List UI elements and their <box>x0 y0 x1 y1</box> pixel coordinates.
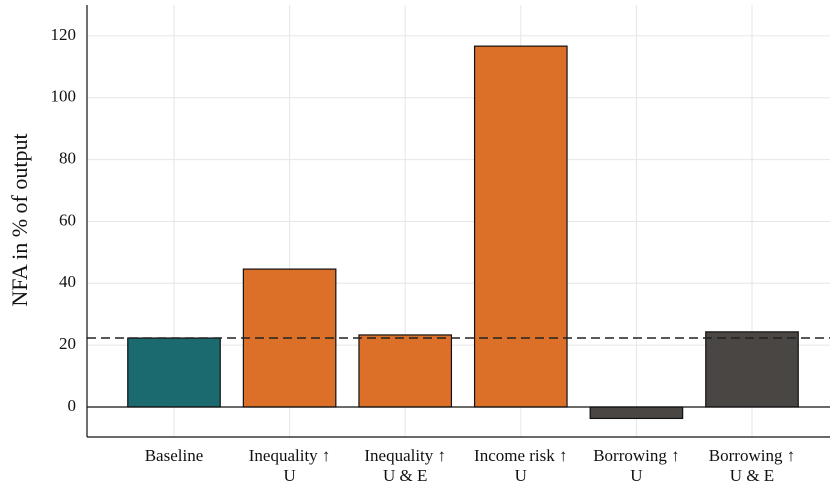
x-tick-label-line: U <box>515 466 527 485</box>
x-tick-label-line: Inequality ↑ <box>364 446 446 465</box>
x-tick-label: Inequality ↑ U <box>249 446 331 485</box>
x-tick-label-line: U <box>283 466 295 485</box>
bar <box>705 331 799 408</box>
y-tick-label: 100 <box>51 87 77 106</box>
x-tick-label-line: Borrowing ↑ <box>709 446 795 465</box>
x-tick-label: Income risk ↑ U <box>474 446 567 485</box>
x-tick-label-line: Borrowing ↑ <box>593 446 679 465</box>
bar <box>589 406 684 420</box>
x-tick-label-line: Inequality ↑ <box>249 446 331 465</box>
x-tick-label-line: Income risk ↑ <box>474 446 567 465</box>
x-tick-label: Inequality ↑ U & E <box>364 446 446 485</box>
y-tick-label: 0 <box>68 396 77 415</box>
bar <box>127 337 221 408</box>
y-tick-label: 60 <box>59 210 76 229</box>
y-tick-label: 20 <box>59 334 76 353</box>
bar <box>358 334 453 408</box>
x-tick-label: Borrowing ↑ U <box>593 446 679 485</box>
x-tick-label-line: U & E <box>383 466 427 485</box>
x-tick-label-line: U & E <box>730 466 774 485</box>
y-tick-label: 120 <box>51 25 77 44</box>
x-tick-label-line: Baseline <box>145 446 204 465</box>
y-axis-label: NFA in % of output <box>7 133 32 306</box>
y-tick-label: 80 <box>59 149 76 168</box>
bar <box>473 45 568 408</box>
x-tick-label: Borrowing ↑ U & E <box>709 446 795 485</box>
x-tick-label: Baseline <box>145 446 204 465</box>
y-tick-label: 40 <box>59 272 76 291</box>
x-tick-label-line: U <box>630 466 642 485</box>
